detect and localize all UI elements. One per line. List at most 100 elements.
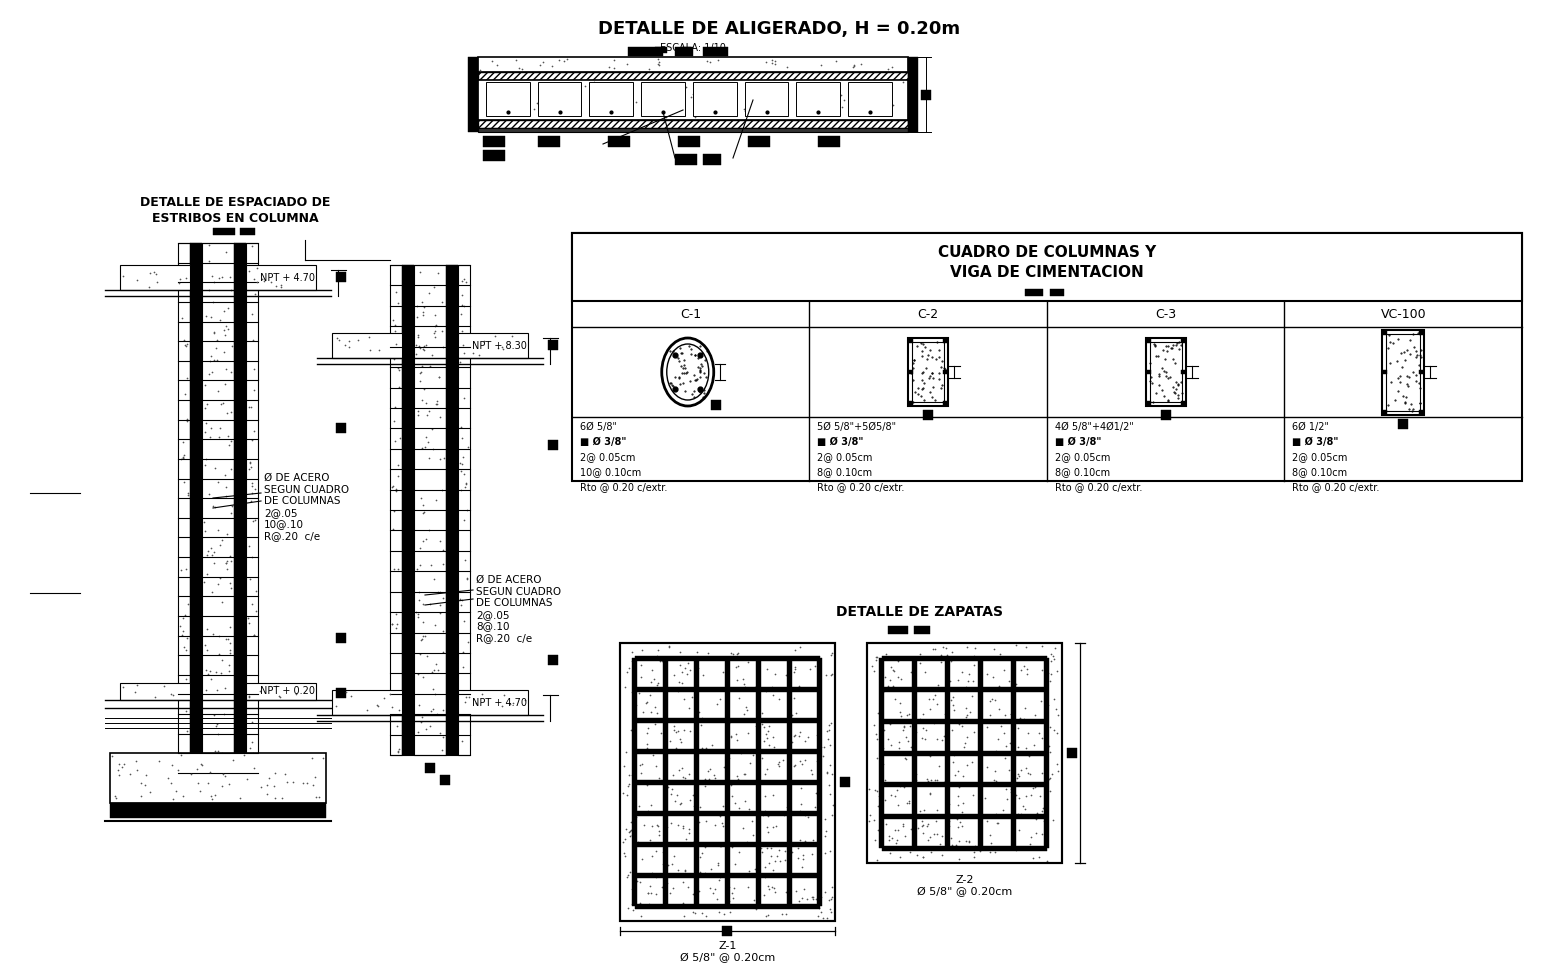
Point — [503, 91, 528, 107]
Point — [407, 646, 432, 662]
Point — [975, 667, 1000, 682]
Bar — [1161, 410, 1170, 420]
Bar — [246, 683, 316, 700]
Bar — [908, 338, 949, 406]
Point — [218, 505, 243, 521]
Point — [961, 776, 986, 792]
Point — [243, 603, 268, 619]
Point — [192, 377, 217, 392]
Point — [682, 105, 707, 121]
Point — [639, 885, 664, 901]
Point — [816, 777, 841, 793]
Point — [212, 304, 237, 319]
Point — [745, 894, 770, 910]
Point — [171, 434, 196, 450]
Point — [495, 78, 520, 93]
Point — [868, 719, 893, 735]
Point — [500, 696, 525, 711]
Point — [1039, 766, 1064, 781]
Point — [986, 731, 1011, 746]
Point — [201, 324, 226, 340]
Point — [170, 628, 195, 643]
Point — [857, 781, 882, 797]
Point — [1041, 691, 1066, 706]
Point — [625, 835, 650, 850]
Point — [645, 52, 670, 67]
Point — [617, 661, 642, 676]
Point — [946, 811, 971, 827]
Point — [901, 774, 925, 789]
Point — [791, 851, 816, 867]
Point — [949, 818, 974, 834]
Point — [408, 558, 433, 573]
Point — [653, 86, 678, 101]
Point — [865, 822, 890, 838]
Point — [217, 620, 241, 635]
Point — [1008, 762, 1033, 777]
Point — [813, 667, 838, 683]
Point — [262, 765, 287, 780]
Point — [897, 844, 922, 859]
Point — [173, 270, 198, 286]
Point — [707, 808, 732, 823]
Point — [174, 371, 199, 386]
Point — [759, 840, 784, 855]
Point — [601, 53, 626, 68]
Point — [717, 879, 742, 894]
Point — [174, 487, 199, 503]
Point — [787, 639, 812, 655]
Point — [961, 849, 986, 865]
Point — [629, 756, 654, 772]
Point — [693, 84, 718, 99]
Text: Ø 5/8" @ 0.20cm: Ø 5/8" @ 0.20cm — [916, 887, 1013, 897]
Point — [1024, 825, 1049, 841]
Point — [946, 788, 971, 804]
Point — [671, 909, 696, 924]
Point — [405, 408, 430, 423]
Point — [908, 711, 933, 727]
Point — [206, 727, 231, 742]
Point — [724, 646, 749, 662]
Point — [657, 885, 682, 901]
Point — [207, 537, 232, 553]
Point — [717, 893, 742, 909]
Point — [449, 419, 474, 435]
Point — [1005, 771, 1030, 786]
Bar — [483, 136, 505, 147]
Point — [513, 693, 538, 708]
Point — [876, 828, 901, 844]
Point — [953, 701, 978, 716]
Point — [888, 708, 913, 724]
Point — [966, 824, 991, 840]
Point — [324, 331, 349, 346]
Point — [513, 90, 538, 105]
Point — [865, 649, 890, 665]
Point — [427, 369, 452, 384]
Point — [653, 692, 678, 707]
Point — [732, 103, 757, 119]
Point — [700, 738, 724, 753]
Point — [996, 791, 1020, 807]
Point — [774, 799, 799, 814]
Bar — [924, 410, 933, 420]
Text: NPT + 8.30: NPT + 8.30 — [472, 341, 527, 351]
Point — [760, 730, 785, 745]
Point — [132, 776, 157, 792]
Point — [1030, 730, 1055, 745]
Bar — [921, 90, 932, 99]
Point — [930, 809, 955, 824]
Point — [382, 318, 407, 334]
Point — [495, 84, 520, 99]
Point — [681, 713, 706, 729]
Point — [146, 753, 171, 769]
Point — [670, 675, 695, 691]
Point — [885, 781, 910, 797]
Point — [123, 684, 148, 700]
Bar — [703, 154, 721, 165]
Point — [753, 734, 777, 749]
Point — [380, 479, 405, 494]
Point — [1019, 787, 1044, 803]
Point — [1014, 739, 1039, 755]
Point — [982, 692, 1006, 707]
Point — [193, 424, 218, 440]
